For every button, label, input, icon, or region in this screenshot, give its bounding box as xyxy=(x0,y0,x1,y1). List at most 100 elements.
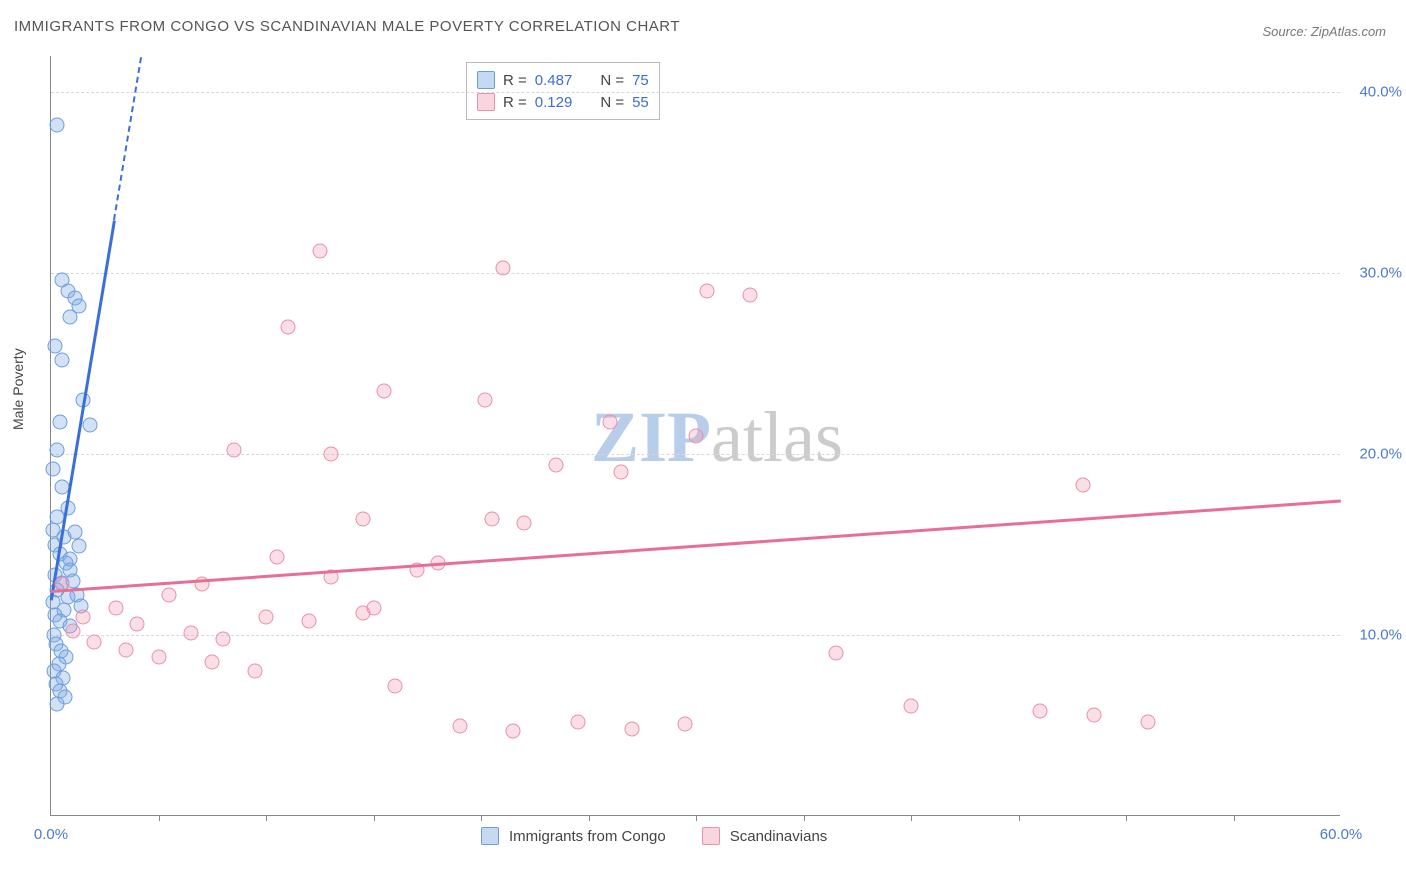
data-point xyxy=(280,320,295,335)
data-point xyxy=(355,512,370,527)
data-point xyxy=(50,117,65,132)
x-tick-mark xyxy=(481,815,482,821)
data-point xyxy=(549,457,564,472)
data-point xyxy=(613,465,628,480)
data-point xyxy=(46,461,61,476)
data-point xyxy=(1140,714,1155,729)
data-point xyxy=(699,284,714,299)
data-point xyxy=(76,609,91,624)
series-legend: Immigrants from Congo Scandinavians xyxy=(481,827,827,845)
legend-item: Scandinavians xyxy=(702,827,828,845)
legend-label: Immigrants from Congo xyxy=(509,828,666,845)
data-point xyxy=(183,626,198,641)
trend-line xyxy=(51,499,1341,592)
source-attribution: Source: ZipAtlas.com xyxy=(1262,24,1386,39)
data-point xyxy=(323,447,338,462)
x-tick-mark xyxy=(159,815,160,821)
data-point xyxy=(1076,477,1091,492)
correlation-legend: R = 0.487 N = 75 R = 0.129 N = 55 xyxy=(466,62,660,120)
data-point xyxy=(162,588,177,603)
data-point xyxy=(248,664,263,679)
data-point xyxy=(678,716,693,731)
legend-n-label: N = xyxy=(600,72,624,89)
data-point xyxy=(828,646,843,661)
legend-swatch xyxy=(702,827,720,845)
legend-swatch xyxy=(481,827,499,845)
x-tick-mark xyxy=(266,815,267,821)
data-point xyxy=(50,696,65,711)
legend-swatch xyxy=(477,93,495,111)
data-point xyxy=(87,635,102,650)
data-point xyxy=(54,353,69,368)
data-point xyxy=(624,722,639,737)
data-point xyxy=(312,244,327,259)
watermark: ZIPatlas xyxy=(591,396,843,479)
x-tick-label: 60.0% xyxy=(1320,826,1363,843)
legend-swatch xyxy=(477,71,495,89)
x-tick-mark xyxy=(374,815,375,821)
x-tick-mark xyxy=(589,815,590,821)
data-point xyxy=(259,609,274,624)
data-point xyxy=(377,383,392,398)
y-axis-label: Male Poverty xyxy=(10,348,26,430)
x-tick-label: 0.0% xyxy=(34,826,68,843)
data-point xyxy=(1033,704,1048,719)
y-tick-label: 10.0% xyxy=(1359,627,1402,644)
legend-n-label: N = xyxy=(600,94,624,111)
gridline xyxy=(51,454,1340,455)
data-point xyxy=(226,443,241,458)
data-point xyxy=(689,429,704,444)
legend-r-value: 0.129 xyxy=(535,94,573,111)
data-point xyxy=(484,512,499,527)
data-point xyxy=(603,414,618,429)
y-tick-label: 40.0% xyxy=(1359,84,1402,101)
scatter-plot: ZIPatlas R =0.487N =75R =0.129N =55 Immi… xyxy=(50,56,1340,816)
legend-n-value: 55 xyxy=(632,94,649,111)
data-point xyxy=(478,392,493,407)
data-point xyxy=(205,655,220,670)
data-point xyxy=(302,613,317,628)
data-point xyxy=(388,678,403,693)
data-point xyxy=(269,550,284,565)
x-tick-mark xyxy=(911,815,912,821)
gridline xyxy=(51,635,1340,636)
data-point xyxy=(50,443,65,458)
data-point xyxy=(108,600,123,615)
legend-item: Immigrants from Congo xyxy=(481,827,666,845)
data-point xyxy=(63,552,78,567)
data-point xyxy=(742,287,757,302)
legend-r-label: R = xyxy=(503,94,527,111)
x-tick-mark xyxy=(1234,815,1235,821)
legend-row: R = 0.129 N = 55 xyxy=(477,91,649,113)
y-tick-label: 30.0% xyxy=(1359,265,1402,282)
x-tick-mark xyxy=(1019,815,1020,821)
data-point xyxy=(506,723,521,738)
data-point xyxy=(452,718,467,733)
data-point xyxy=(82,418,97,433)
data-point xyxy=(570,714,585,729)
x-tick-mark xyxy=(804,815,805,821)
legend-n-value: 75 xyxy=(632,72,649,89)
data-point xyxy=(52,414,67,429)
data-point xyxy=(495,260,510,275)
data-point xyxy=(65,624,80,639)
data-point xyxy=(130,617,145,632)
gridline xyxy=(51,273,1340,274)
legend-r-label: R = xyxy=(503,72,527,89)
data-point xyxy=(1086,707,1101,722)
legend-label: Scandinavians xyxy=(730,828,828,845)
x-tick-mark xyxy=(696,815,697,821)
data-point xyxy=(151,649,166,664)
x-tick-mark xyxy=(1126,815,1127,821)
data-point xyxy=(63,309,78,324)
data-point xyxy=(119,642,134,657)
gridline xyxy=(51,92,1340,93)
data-point xyxy=(904,698,919,713)
data-point xyxy=(67,524,82,539)
legend-row: R = 0.487 N = 75 xyxy=(477,69,649,91)
data-point xyxy=(216,631,231,646)
data-point xyxy=(366,600,381,615)
data-point xyxy=(48,338,63,353)
legend-r-value: 0.487 xyxy=(535,72,573,89)
chart-title: IMMIGRANTS FROM CONGO VS SCANDINAVIAN MA… xyxy=(14,18,680,35)
